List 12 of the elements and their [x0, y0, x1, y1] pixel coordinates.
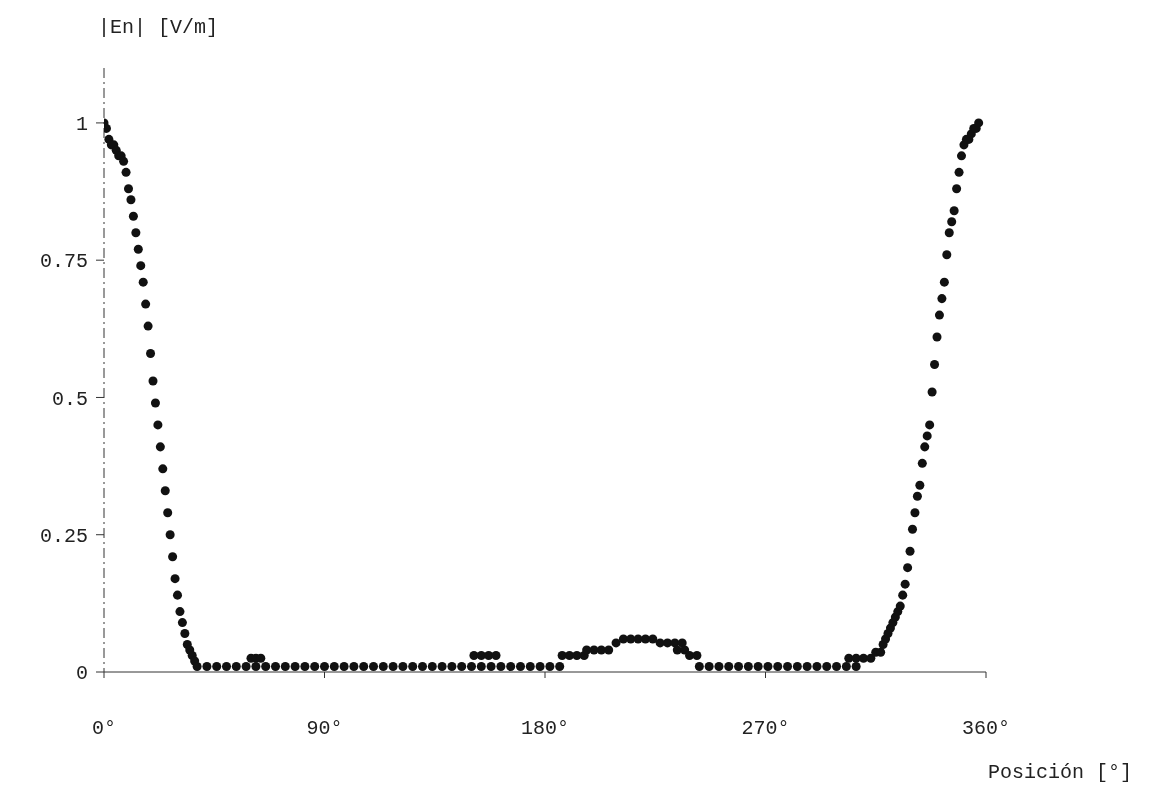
x-tick-label: 360°: [961, 717, 1011, 741]
y-tick-label: 0.75: [39, 250, 88, 274]
x-tick-label: 0°: [91, 717, 117, 741]
x-tick-label: 270°: [741, 717, 790, 741]
y-tick-label: 0.5: [51, 387, 88, 411]
y-tick-label: 1: [75, 113, 88, 137]
y-axis-title: |En| [V/m]: [98, 16, 219, 39]
x-axis-title: Posición [°]: [987, 761, 1132, 784]
x-tick-label: 180°: [520, 717, 570, 741]
x-tick-label: 90°: [306, 717, 343, 741]
y-tick-label: 0: [75, 662, 88, 686]
y-tick-label: 0.25: [39, 524, 88, 548]
